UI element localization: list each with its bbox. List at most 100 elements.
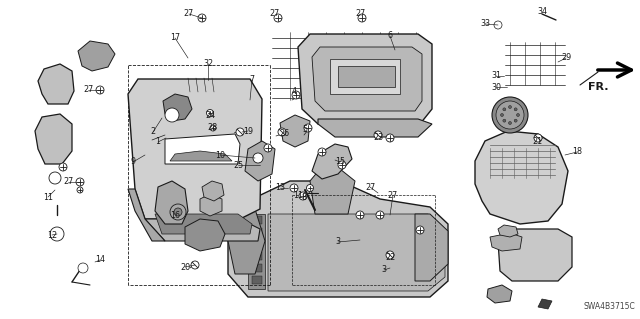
Circle shape xyxy=(274,14,282,22)
Circle shape xyxy=(503,108,506,111)
Polygon shape xyxy=(338,66,395,87)
Circle shape xyxy=(514,108,517,111)
Circle shape xyxy=(416,226,424,234)
Circle shape xyxy=(264,144,272,152)
Circle shape xyxy=(77,187,83,193)
Circle shape xyxy=(386,134,394,142)
Polygon shape xyxy=(185,219,225,251)
Circle shape xyxy=(509,106,511,108)
Polygon shape xyxy=(128,79,262,219)
Circle shape xyxy=(494,21,502,29)
Text: 19: 19 xyxy=(243,127,253,136)
Polygon shape xyxy=(487,285,512,303)
Circle shape xyxy=(292,91,300,99)
Text: 22: 22 xyxy=(385,253,395,262)
Text: 26: 26 xyxy=(279,129,289,137)
Polygon shape xyxy=(252,240,262,248)
Polygon shape xyxy=(415,214,448,281)
Circle shape xyxy=(78,263,88,273)
Text: 27: 27 xyxy=(365,182,375,191)
Circle shape xyxy=(191,261,199,269)
Polygon shape xyxy=(312,144,352,179)
Text: 1: 1 xyxy=(156,137,161,146)
Text: 16: 16 xyxy=(170,211,180,219)
Circle shape xyxy=(492,97,528,133)
Circle shape xyxy=(516,114,520,116)
Text: 25: 25 xyxy=(233,160,243,169)
Circle shape xyxy=(207,109,214,116)
Polygon shape xyxy=(252,264,262,272)
Text: 21: 21 xyxy=(532,137,542,146)
Polygon shape xyxy=(252,216,262,224)
Text: 27: 27 xyxy=(355,10,365,19)
Text: 27: 27 xyxy=(388,190,398,199)
Text: 33: 33 xyxy=(480,19,490,28)
Polygon shape xyxy=(268,214,445,291)
Text: 23: 23 xyxy=(373,132,383,142)
Text: 2: 2 xyxy=(150,128,156,137)
Polygon shape xyxy=(78,41,115,71)
Polygon shape xyxy=(252,228,262,236)
Text: 10: 10 xyxy=(215,151,225,160)
Text: 20: 20 xyxy=(180,263,190,271)
Text: 32: 32 xyxy=(203,60,213,69)
Text: 9: 9 xyxy=(131,158,136,167)
Polygon shape xyxy=(202,181,224,201)
Polygon shape xyxy=(538,299,552,309)
Text: 7: 7 xyxy=(250,76,255,85)
Circle shape xyxy=(210,125,216,131)
Circle shape xyxy=(496,101,524,129)
Polygon shape xyxy=(312,47,422,111)
Circle shape xyxy=(198,14,206,22)
Polygon shape xyxy=(165,134,240,164)
Circle shape xyxy=(338,161,346,169)
Polygon shape xyxy=(163,94,192,121)
Circle shape xyxy=(76,178,84,186)
Text: 27: 27 xyxy=(63,177,73,187)
Circle shape xyxy=(96,86,104,94)
Text: 27: 27 xyxy=(184,10,194,19)
Polygon shape xyxy=(475,131,568,224)
Circle shape xyxy=(290,184,298,192)
Polygon shape xyxy=(128,189,165,241)
Text: 31: 31 xyxy=(491,71,501,80)
Polygon shape xyxy=(38,64,74,104)
Polygon shape xyxy=(252,252,262,260)
Circle shape xyxy=(307,184,314,191)
Polygon shape xyxy=(228,209,265,274)
Text: 27: 27 xyxy=(83,85,93,94)
Polygon shape xyxy=(35,114,72,164)
Circle shape xyxy=(386,251,394,259)
Text: 14: 14 xyxy=(95,256,105,264)
Polygon shape xyxy=(498,229,572,281)
Circle shape xyxy=(165,108,179,122)
Text: 18: 18 xyxy=(572,147,582,157)
Text: 4: 4 xyxy=(291,87,296,97)
Text: 30: 30 xyxy=(491,83,501,92)
Circle shape xyxy=(49,172,61,184)
Circle shape xyxy=(500,114,504,116)
Polygon shape xyxy=(298,34,432,124)
Polygon shape xyxy=(145,219,260,241)
Circle shape xyxy=(376,211,384,219)
Circle shape xyxy=(299,192,307,200)
Circle shape xyxy=(170,204,186,220)
Text: 24: 24 xyxy=(205,110,215,120)
Polygon shape xyxy=(245,141,275,181)
Text: 3: 3 xyxy=(381,265,387,275)
Polygon shape xyxy=(252,276,262,284)
Circle shape xyxy=(278,128,286,136)
Circle shape xyxy=(374,131,382,139)
Circle shape xyxy=(318,148,326,156)
Circle shape xyxy=(514,119,517,122)
Polygon shape xyxy=(490,233,522,251)
Text: 3: 3 xyxy=(335,238,340,247)
Polygon shape xyxy=(228,181,448,297)
Text: 15: 15 xyxy=(335,158,345,167)
Text: 5: 5 xyxy=(303,125,308,135)
Circle shape xyxy=(356,211,364,219)
Circle shape xyxy=(253,153,263,163)
Polygon shape xyxy=(170,151,232,161)
Text: 13: 13 xyxy=(275,183,285,192)
Text: 27: 27 xyxy=(270,10,280,19)
